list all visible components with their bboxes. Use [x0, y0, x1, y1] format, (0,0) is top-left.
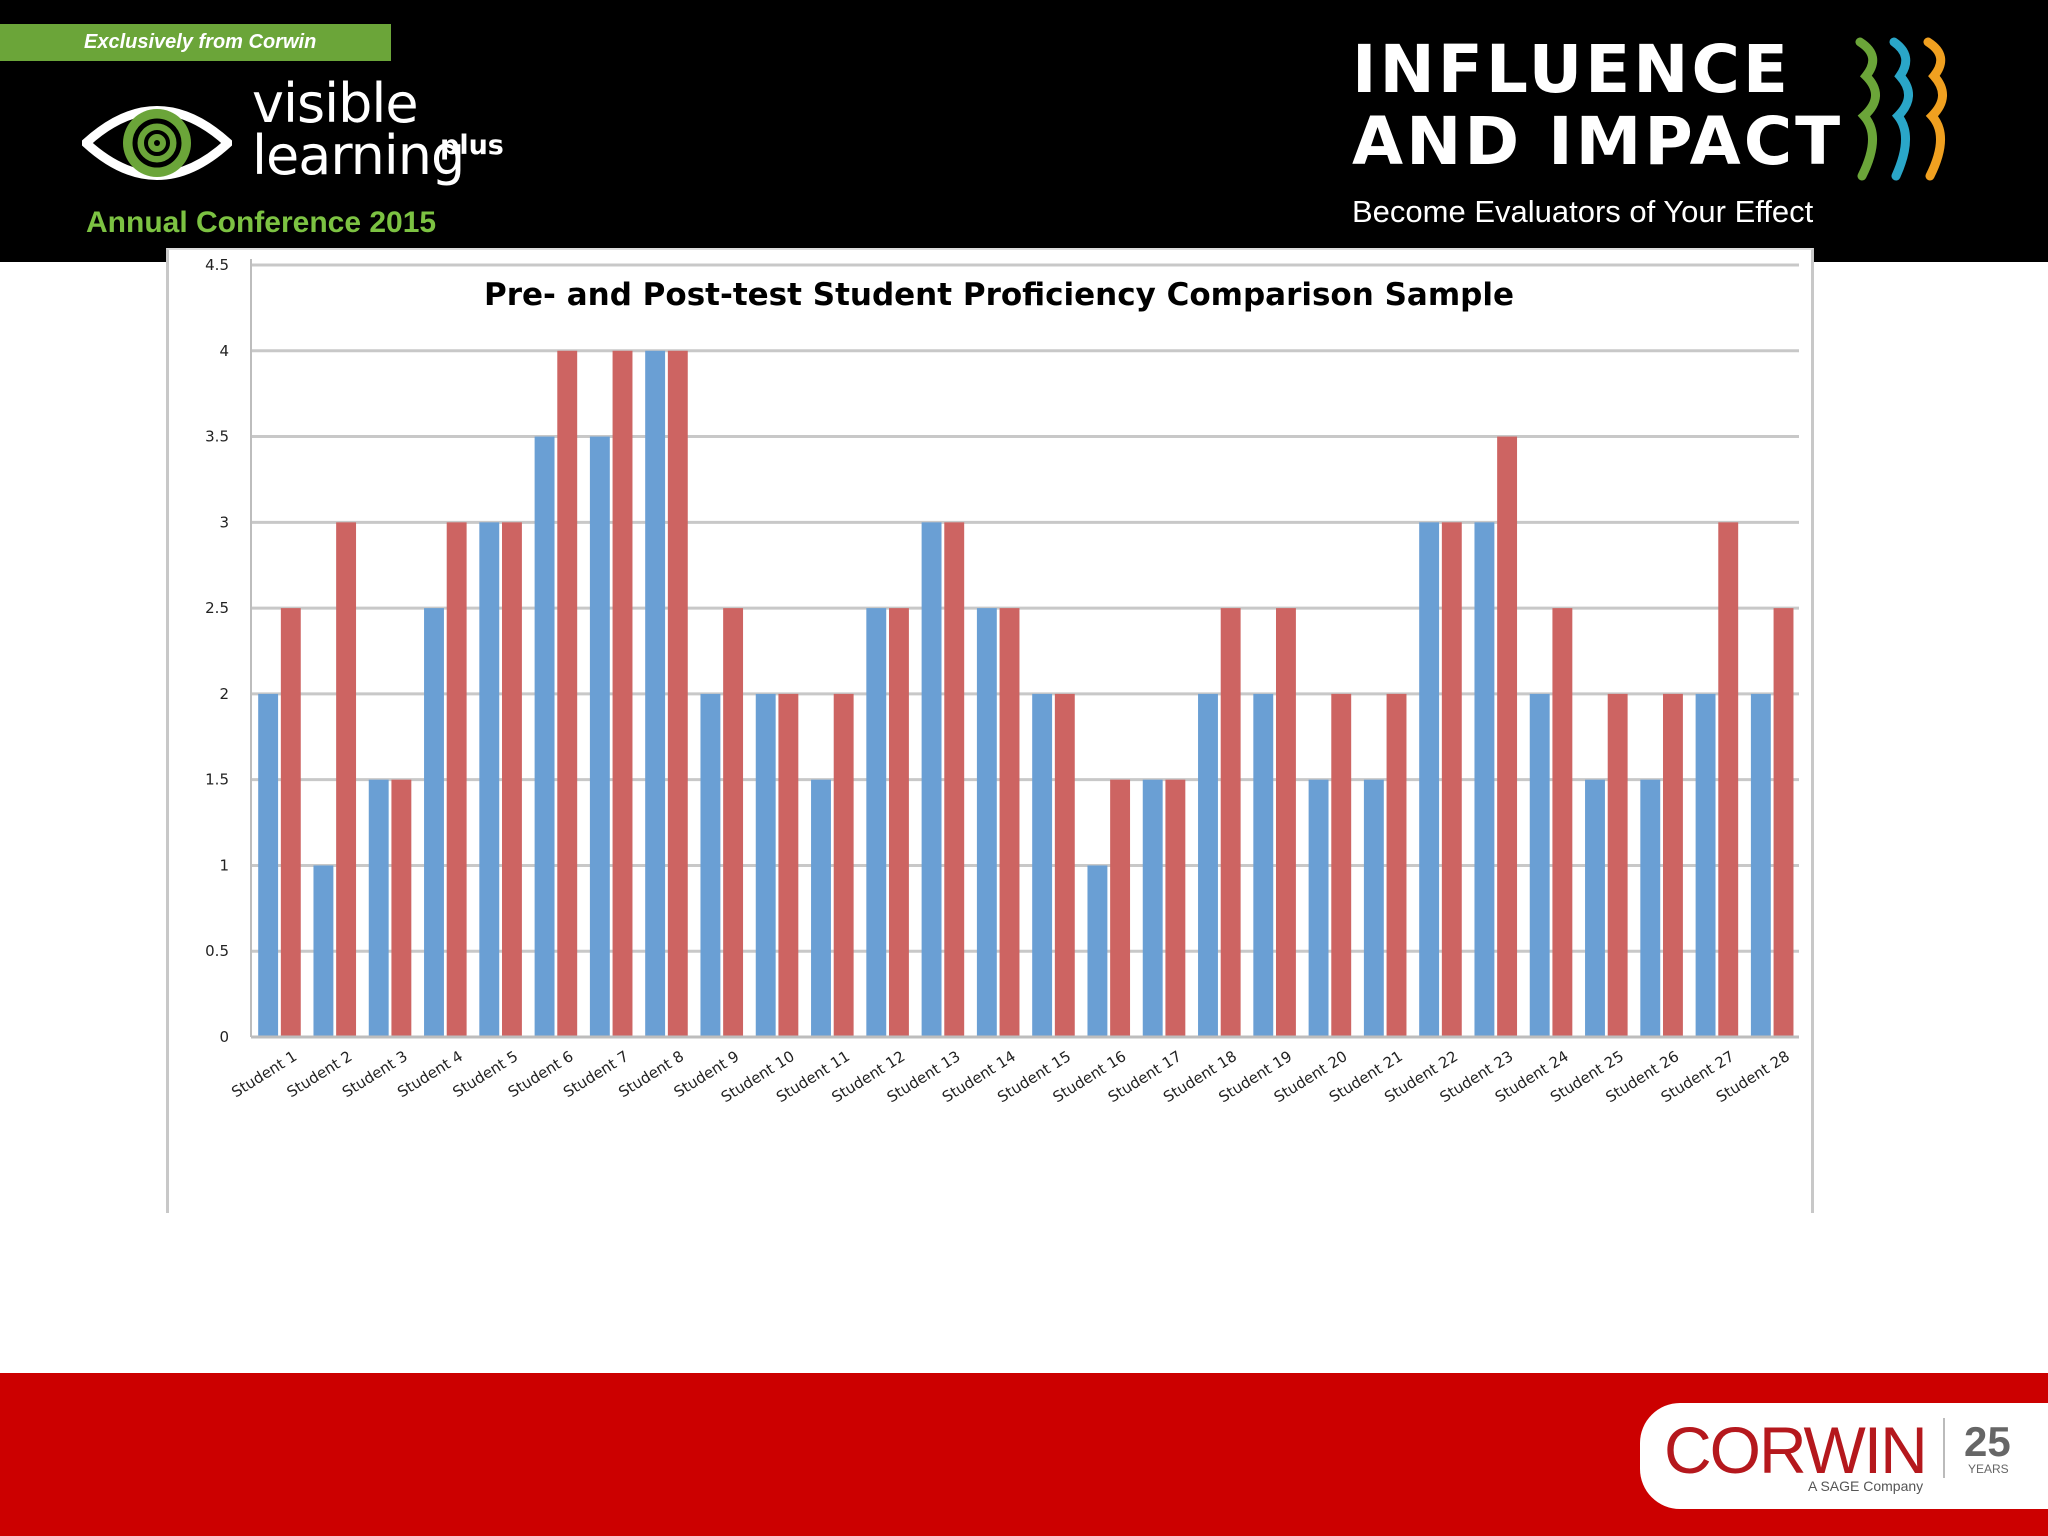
- post-test-bar: [1220, 608, 1241, 1037]
- bar-series: [258, 350, 1794, 1037]
- y-tick-label: 2: [219, 685, 229, 703]
- pre-test-bar: [1695, 693, 1716, 1037]
- bracket-marks-icon: [1855, 37, 1947, 181]
- y-tick-label: 2.5: [205, 599, 229, 617]
- post-test-bar: [1662, 693, 1683, 1037]
- pre-test-bar: [1529, 693, 1550, 1037]
- post-test-bar: [778, 693, 799, 1037]
- post-test-bar: [1497, 436, 1518, 1037]
- y-tick-label: 1.5: [205, 771, 229, 789]
- conference-label: Annual Conference 2015: [86, 206, 437, 239]
- pre-test-bar: [755, 693, 776, 1037]
- post-test-bar: [391, 779, 412, 1037]
- anniversary-label: YEARS: [1968, 1462, 2009, 1476]
- pre-test-bar: [976, 608, 997, 1037]
- brand-learning-text: learning: [252, 124, 465, 187]
- post-test-bar: [999, 608, 1020, 1037]
- brand-visible-text: visible: [252, 72, 419, 135]
- publisher-name: CORWIN: [1664, 1413, 1928, 1487]
- pre-test-bar: [1198, 693, 1218, 1037]
- pre-test-bar: [921, 522, 942, 1037]
- post-test-bar: [1331, 693, 1352, 1037]
- post-test-bar: [1054, 693, 1075, 1037]
- y-tick-label: 3.5: [205, 428, 229, 446]
- pre-test-bar: [700, 693, 721, 1037]
- post-test-bar: [557, 350, 578, 1037]
- influence-title: INFLUENCE AND IMPACT: [1352, 31, 1844, 180]
- pre-test-bar: [1032, 693, 1053, 1037]
- pre-test-bar: [811, 779, 831, 1037]
- publisher-logo-plate: [1640, 1403, 2048, 1509]
- post-test-bar: [1718, 522, 1739, 1037]
- post-test-bar: [1552, 608, 1573, 1037]
- post-test-bar: [1275, 608, 1296, 1037]
- post-test-bar: [723, 608, 744, 1037]
- post-test-bar: [944, 522, 965, 1037]
- post-test-bar: [888, 608, 909, 1037]
- pre-test-bar: [1750, 693, 1771, 1037]
- pre-test-bar: [645, 350, 666, 1037]
- y-tick-label: 3: [219, 513, 229, 531]
- y-tick-label: 0.5: [205, 942, 229, 960]
- eye-logo-icon: [82, 106, 232, 180]
- pre-test-bar: [1087, 865, 1108, 1037]
- post-test-bar: [1607, 693, 1628, 1037]
- pre-test-bar: [1142, 779, 1163, 1037]
- pre-test-bar: [1363, 779, 1384, 1037]
- pre-test-bar: [424, 608, 444, 1037]
- pre-test-bar: [866, 608, 887, 1037]
- post-test-bar: [1441, 522, 1462, 1037]
- y-tick-label: 4: [219, 342, 229, 360]
- post-test-bar: [612, 350, 633, 1037]
- post-test-bar: [280, 608, 301, 1037]
- y-axis-ticks: 0 0.5 1 1.5 2 2.5 3 3.5 4 4.5: [205, 256, 229, 1046]
- post-test-bar: [1110, 779, 1131, 1037]
- pre-test-bar: [534, 436, 555, 1037]
- pre-test-bar: [1585, 779, 1605, 1037]
- pre-test-bar: [1474, 522, 1495, 1037]
- pre-test-bar: [589, 436, 610, 1037]
- influence-subtitle: Become Evaluators of Your Effect: [1352, 194, 1814, 229]
- publisher-tagline: A SAGE Company: [1808, 1478, 1924, 1494]
- axis-lines: [250, 259, 1799, 1039]
- pre-test-bar: [368, 779, 389, 1037]
- post-test-bar: [1386, 693, 1407, 1037]
- pre-test-bar: [258, 693, 279, 1037]
- post-test-bar: [501, 522, 522, 1037]
- chart-panel: Pre- and Post-test Student Proficiency C…: [166, 248, 1814, 1213]
- logo-divider: [1943, 1418, 1945, 1478]
- proficiency-bar-chart: Pre- and Post-test Student Proficiency C…: [205, 256, 1799, 1106]
- y-tick-label: 1: [219, 856, 229, 874]
- anniversary-number: 25: [1964, 1418, 2011, 1465]
- exclusive-banner: Exclusively from Corwin: [0, 24, 391, 61]
- brand-plus-text: plus: [440, 130, 504, 161]
- post-test-bar: [446, 522, 467, 1037]
- pre-test-bar: [1640, 779, 1661, 1037]
- pre-test-bar: [1308, 779, 1329, 1037]
- y-tick-label: 0: [219, 1028, 229, 1046]
- pre-test-bar: [1419, 522, 1440, 1037]
- post-test-bar: [667, 350, 688, 1037]
- post-test-bar: [1773, 608, 1794, 1037]
- post-test-bar: [1165, 779, 1186, 1037]
- post-test-bar: [336, 522, 357, 1037]
- pre-test-bar: [479, 522, 500, 1037]
- pre-test-bar: [1253, 693, 1274, 1037]
- post-test-bar: [833, 693, 854, 1037]
- y-tick-label: 4.5: [205, 256, 229, 274]
- pre-test-bar: [313, 865, 334, 1037]
- chart-title: Pre- and Post-test Student Proficiency C…: [484, 277, 1514, 313]
